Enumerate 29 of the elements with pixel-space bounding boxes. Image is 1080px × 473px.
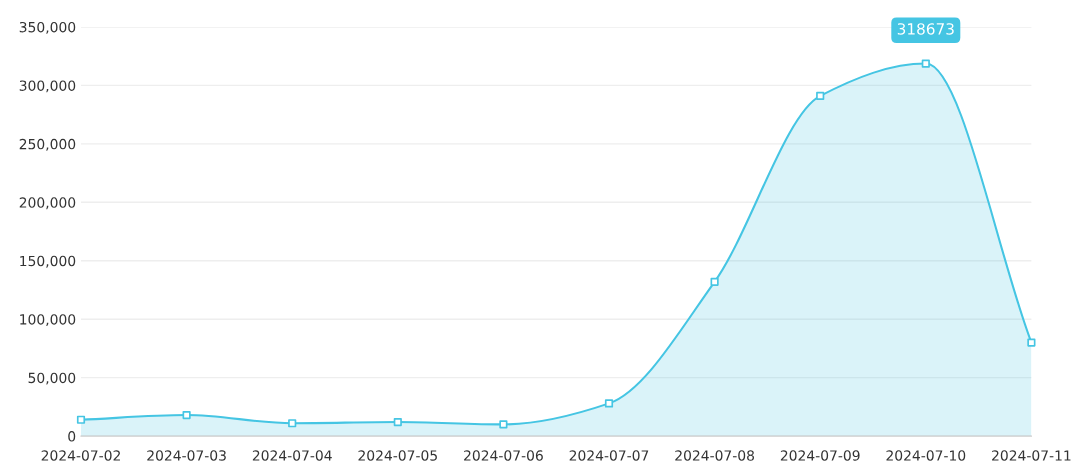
y-tick-label: 100,000 [20, 314, 76, 327]
point [182, 410, 191, 420]
y-tick-label: 350,000 [19, 21, 76, 34]
x-tick-label: 2024-07-08 [675, 450, 755, 461]
x-tick-label: 2024-07-04 [252, 450, 332, 461]
x-tick-label: 2024-07-11 [992, 450, 1071, 461]
point [1027, 338, 1036, 347]
point [393, 417, 402, 427]
y-tick-label: 0 [68, 431, 76, 442]
x-tick-label: 2024-07-03 [147, 450, 226, 461]
y-tick-label: 250,000 [19, 138, 76, 151]
x-tick-label: 2024-07-10 [886, 450, 966, 461]
x-tick-label: 2024-07-02 [41, 450, 120, 461]
y-tick-label: 200,000 [19, 197, 76, 210]
point [921, 59, 930, 68]
y-tick-label: 50,000 [28, 372, 76, 385]
y-tick-label: 300,000 [19, 80, 76, 93]
x-tick-label: 2024-07-05 [358, 450, 437, 461]
x-tick-label: 2024-07-09 [780, 450, 860, 461]
point [710, 277, 719, 286]
point [288, 419, 297, 428]
x-tick-label: 2024-07-06 [464, 450, 543, 461]
x-tick-label: 2024-07-07 [569, 450, 649, 461]
annotation: 318673 [897, 23, 954, 35]
point [499, 420, 508, 429]
point [604, 399, 614, 408]
point [76, 415, 86, 424]
y-tick-label: 150,000 [20, 255, 76, 268]
point [816, 91, 825, 101]
